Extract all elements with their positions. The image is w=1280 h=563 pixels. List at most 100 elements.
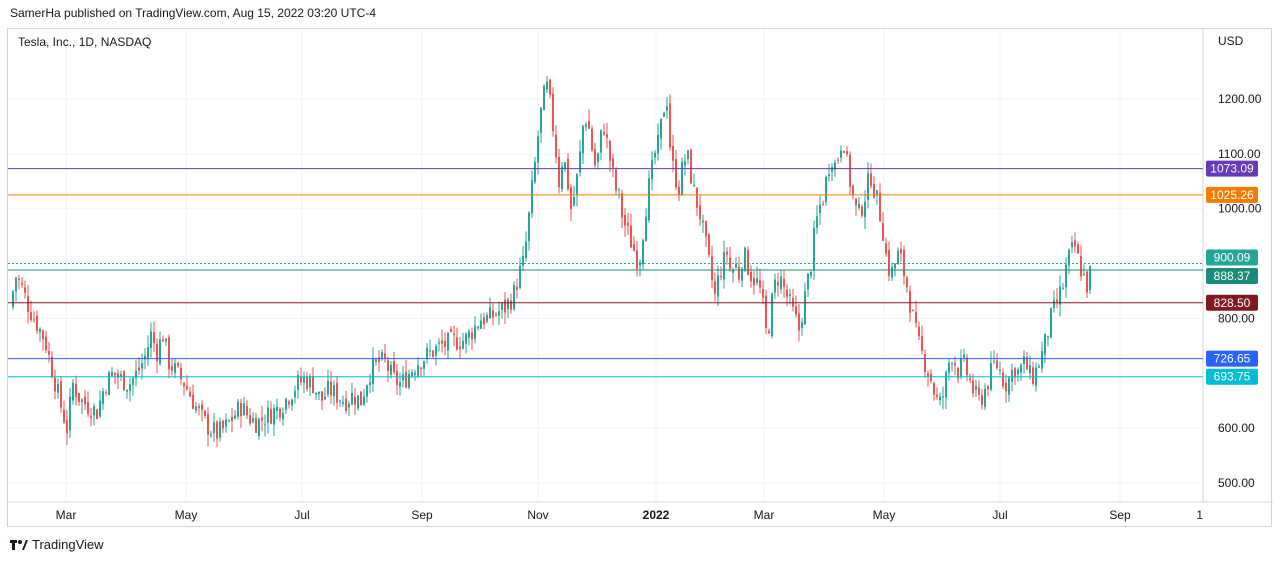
candle-body[interactable] <box>603 131 605 135</box>
candle-body[interactable] <box>567 158 569 190</box>
candle-body[interactable] <box>1065 264 1067 288</box>
candle-body[interactable] <box>840 150 842 158</box>
candle-body[interactable] <box>318 391 320 395</box>
candle-body[interactable] <box>138 367 140 371</box>
candle-body[interactable] <box>561 166 563 189</box>
candle-body[interactable] <box>420 367 422 369</box>
candle-body[interactable] <box>1023 356 1025 364</box>
candle-body[interactable] <box>816 216 818 228</box>
candle-body[interactable] <box>960 358 962 377</box>
candle-body[interactable] <box>645 216 647 242</box>
candle-body[interactable] <box>921 336 923 351</box>
candle-body[interactable] <box>957 368 959 379</box>
candle-body[interactable] <box>1044 333 1046 355</box>
candle-body[interactable] <box>732 269 734 273</box>
candle-body[interactable] <box>252 418 254 423</box>
candle-body[interactable] <box>687 150 689 159</box>
candle-body[interactable] <box>654 153 656 158</box>
candle-body[interactable] <box>330 381 332 396</box>
candle-body[interactable] <box>501 303 503 310</box>
candle-body[interactable] <box>624 215 626 226</box>
candle-body[interactable] <box>810 272 812 276</box>
candle-body[interactable] <box>597 153 599 162</box>
candle-body[interactable] <box>33 319 35 321</box>
candle-body[interactable] <box>132 378 134 385</box>
candle-body[interactable] <box>621 193 623 218</box>
candle-body[interactable] <box>660 118 662 139</box>
candle-body[interactable] <box>90 416 92 419</box>
candle-body[interactable] <box>366 385 368 397</box>
candle-body[interactable] <box>915 311 917 323</box>
candle-body[interactable] <box>747 250 749 275</box>
candle-body[interactable] <box>477 327 479 329</box>
candle-body[interactable] <box>198 406 200 408</box>
candle-body[interactable] <box>855 198 857 206</box>
candle-body[interactable] <box>1041 351 1043 369</box>
candle-body[interactable] <box>162 339 164 342</box>
candle-body[interactable] <box>642 240 644 265</box>
candle-body[interactable] <box>786 289 788 297</box>
candle-body[interactable] <box>303 376 305 383</box>
candle-body[interactable] <box>339 400 341 402</box>
candle-body[interactable] <box>828 174 830 177</box>
candle-body[interactable] <box>981 395 983 406</box>
candle-body[interactable] <box>843 150 845 153</box>
candle-body[interactable] <box>12 291 14 307</box>
candle-body[interactable] <box>558 156 560 187</box>
candle-body[interactable] <box>1008 377 1010 395</box>
candle-body[interactable] <box>693 185 695 187</box>
chart-frame[interactable]: 500.00 600.00 800.00 1000.00 1100.00 1200.00 U… <box>7 28 1273 527</box>
candle-body[interactable] <box>288 401 290 405</box>
candle-body[interactable] <box>93 406 95 416</box>
candle-body[interactable] <box>231 416 233 422</box>
candle-body[interactable] <box>849 154 851 187</box>
candle-body[interactable] <box>699 205 701 220</box>
candle-body[interactable] <box>1002 372 1004 387</box>
candle-body[interactable] <box>201 404 203 411</box>
candle-body[interactable] <box>384 353 386 359</box>
candle-body[interactable] <box>822 203 824 205</box>
candle-body[interactable] <box>264 424 266 426</box>
candle-body[interactable] <box>24 287 26 293</box>
candle-body[interactable] <box>75 383 77 397</box>
candle-body[interactable] <box>594 148 596 166</box>
candle-body[interactable] <box>168 337 170 370</box>
candle-body[interactable] <box>483 317 485 325</box>
candle-body[interactable] <box>609 141 611 161</box>
candle-body[interactable] <box>798 313 800 331</box>
candle-body[interactable] <box>459 346 461 349</box>
candle-body[interactable] <box>153 331 155 344</box>
candle-body[interactable] <box>1017 369 1019 375</box>
candle-body[interactable] <box>279 408 281 418</box>
candle-body[interactable] <box>96 409 98 419</box>
candle-body[interactable] <box>15 277 17 292</box>
candle-body[interactable] <box>513 284 515 310</box>
candle-body[interactable] <box>876 190 878 195</box>
candle-body[interactable] <box>669 103 671 148</box>
candle-body[interactable] <box>1071 242 1073 248</box>
candle-body[interactable] <box>534 162 536 183</box>
candle-body[interactable] <box>525 241 527 259</box>
candle-body[interactable] <box>684 161 686 166</box>
candle-body[interactable] <box>1026 356 1028 370</box>
candle-body[interactable] <box>819 204 821 213</box>
candle-body[interactable] <box>702 220 704 223</box>
candle-body[interactable] <box>228 420 230 422</box>
candle-body[interactable] <box>783 278 785 287</box>
candle-body[interactable] <box>939 396 941 400</box>
candle-body[interactable] <box>573 196 575 206</box>
candle-body[interactable] <box>540 107 542 133</box>
candle-body[interactable] <box>507 299 509 310</box>
candle-body[interactable] <box>636 250 638 269</box>
candle-body[interactable] <box>204 410 206 417</box>
candle-body[interactable] <box>1059 286 1061 305</box>
candle-body[interactable] <box>402 374 404 381</box>
candle-body[interactable] <box>276 406 278 411</box>
candle-body[interactable] <box>462 340 464 349</box>
candle-body[interactable] <box>648 178 650 221</box>
candle-body[interactable] <box>1014 368 1016 378</box>
candle-body[interactable] <box>858 203 860 208</box>
candle-body[interactable] <box>909 290 911 313</box>
candle-body[interactable] <box>267 407 269 423</box>
candle-body[interactable] <box>414 372 416 375</box>
